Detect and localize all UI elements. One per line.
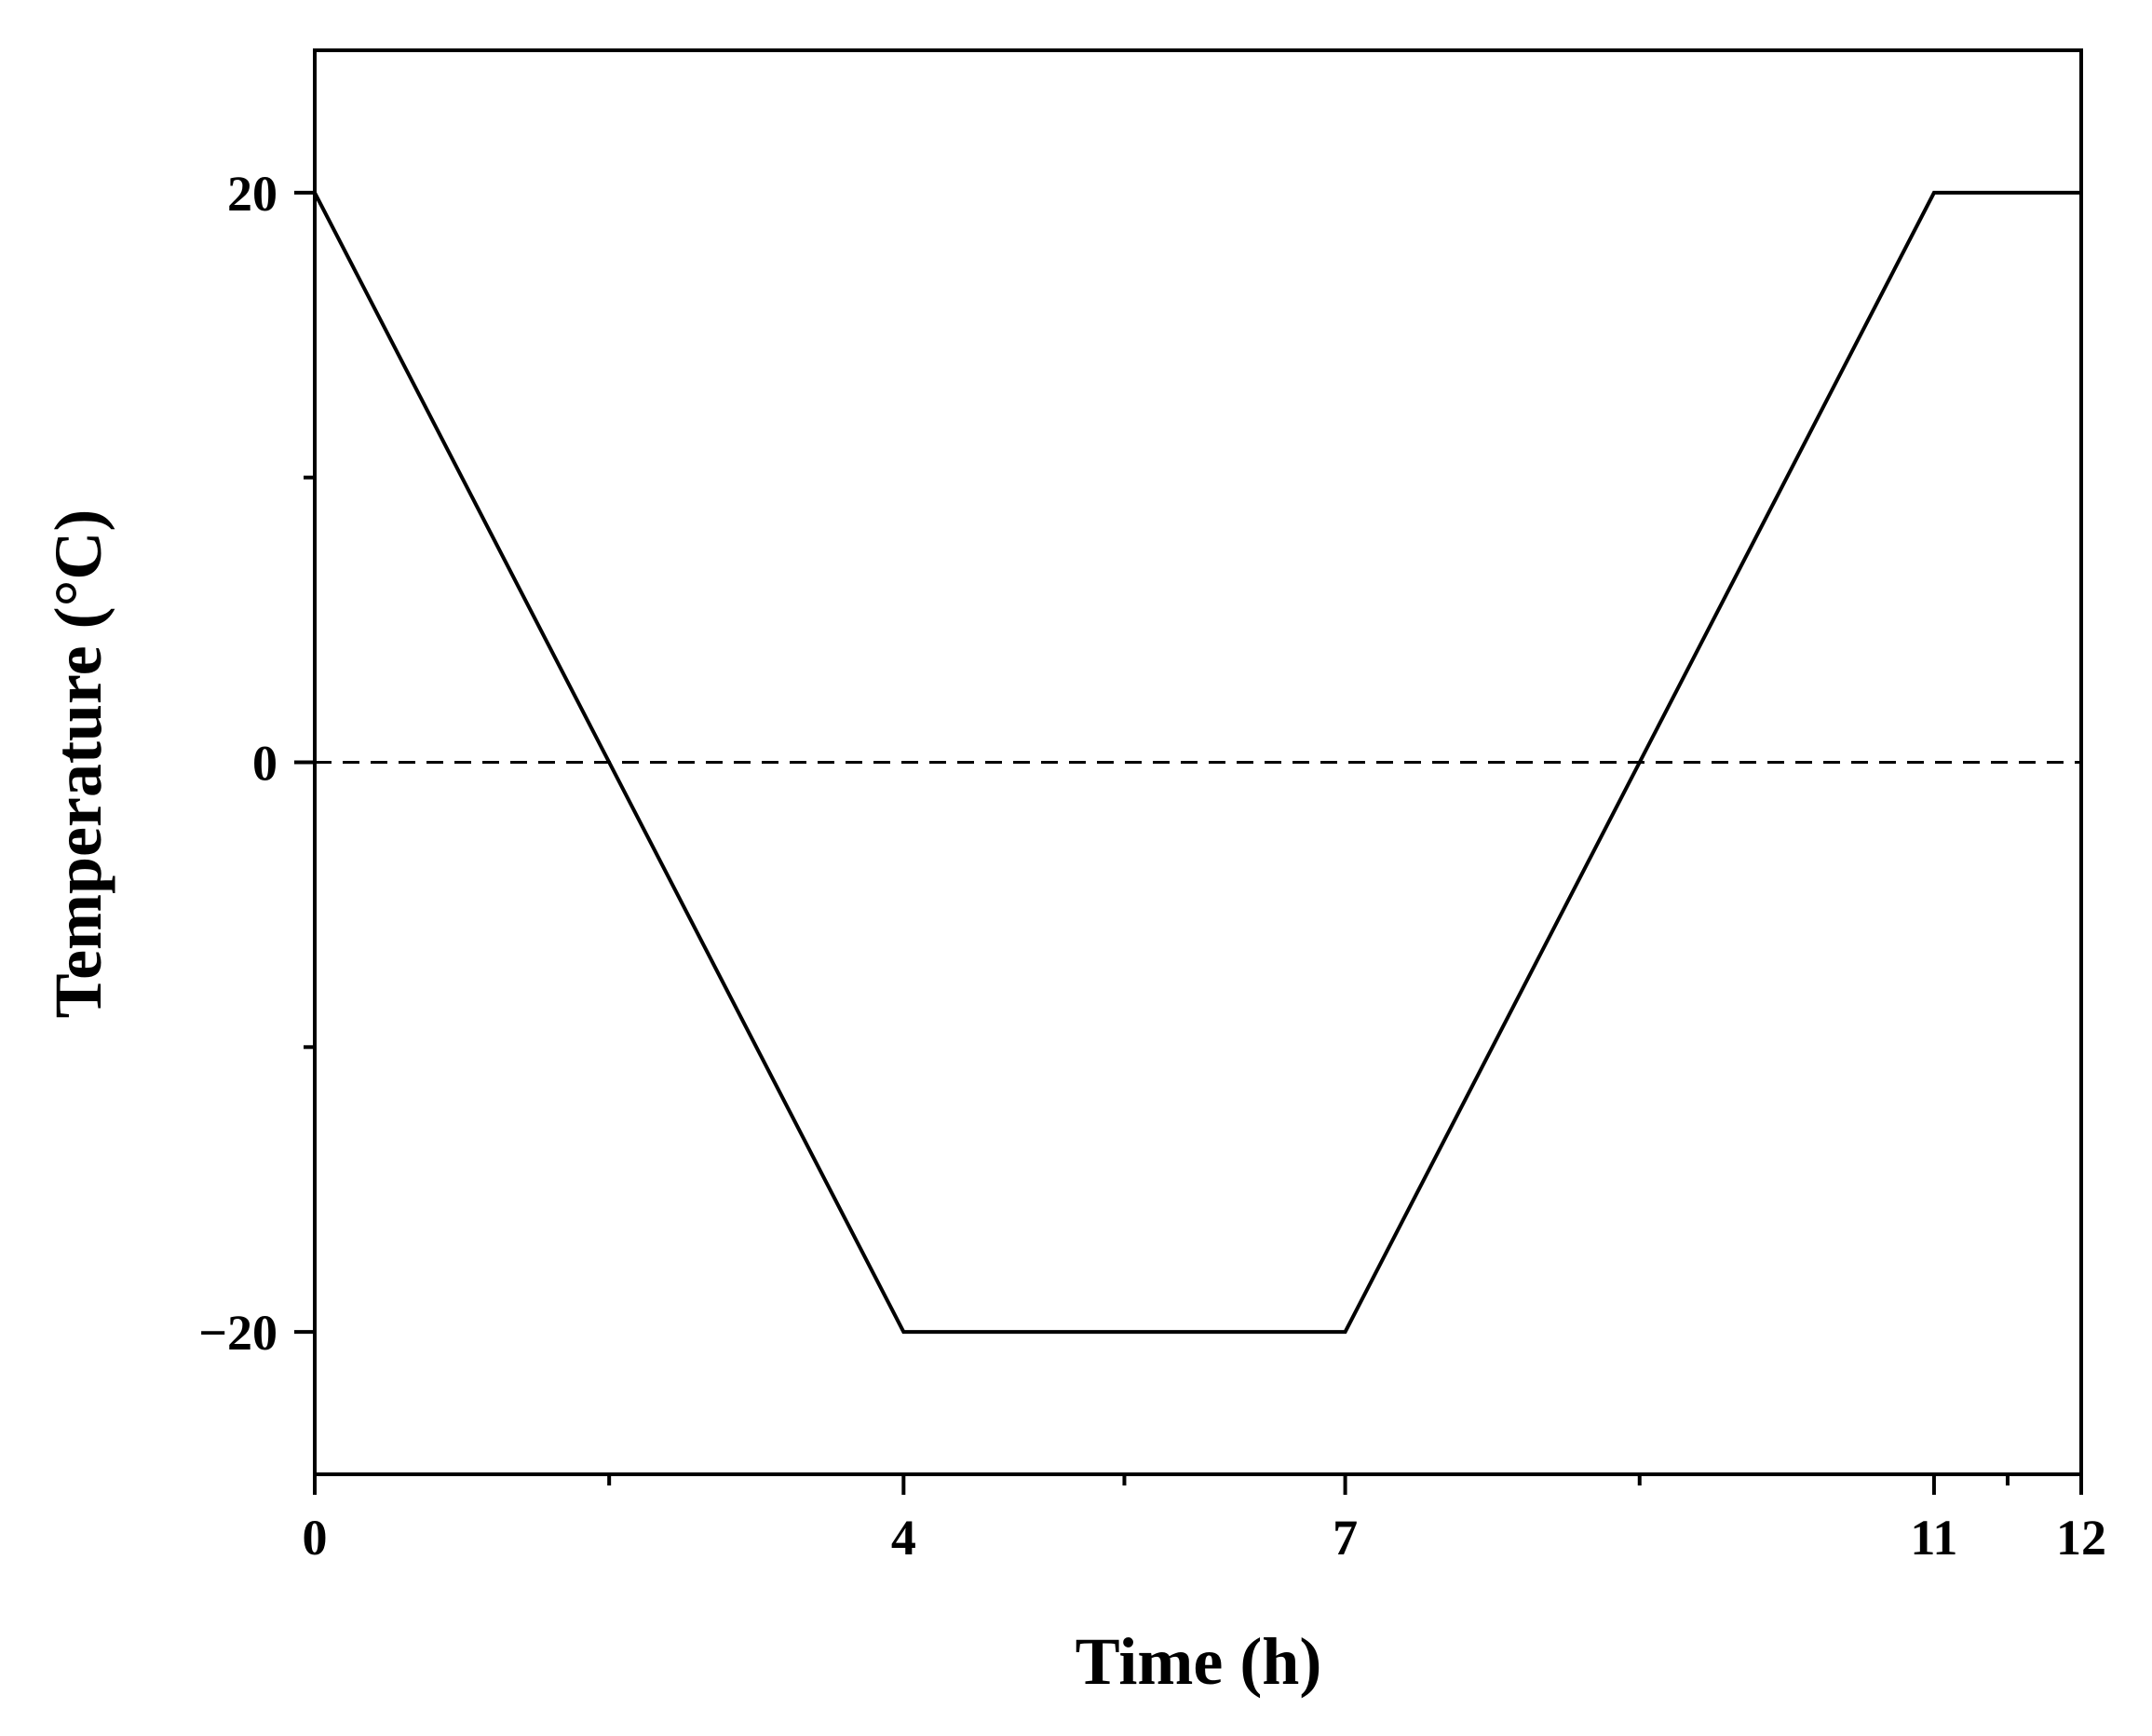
x-tick-label-11: 11 bbox=[1910, 1510, 1957, 1566]
labels-layer: 0 4 7 11 12 20 0 −20 bbox=[198, 166, 2106, 1566]
y-tick-label-0: 0 bbox=[252, 736, 277, 792]
y-axis-title: Temperature (°C) bbox=[41, 509, 115, 1019]
y-tick-label--20: −20 bbox=[198, 1305, 277, 1361]
x-tick-label-4: 4 bbox=[891, 1510, 916, 1566]
x-tick-label-12: 12 bbox=[2056, 1510, 2106, 1566]
plot-layer bbox=[313, 190, 2081, 1335]
series-line-0 bbox=[313, 190, 2081, 1335]
axes-layer bbox=[294, 48, 2083, 1495]
x-axis-title: Time (h) bbox=[1076, 1624, 1322, 1699]
x-tick-label-0: 0 bbox=[303, 1510, 328, 1566]
y-tick-label-20: 20 bbox=[227, 166, 277, 222]
x-tick-label-7: 7 bbox=[1333, 1510, 1358, 1566]
